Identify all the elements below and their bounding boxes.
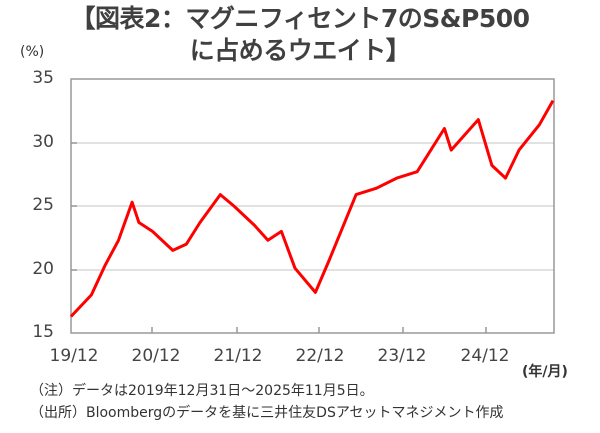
x-tick-22-12: 22/12 bbox=[295, 346, 345, 366]
x-tick-21-12: 21/12 bbox=[213, 346, 263, 366]
chart-title-line1: 【図表2：マグニフィセント7のS&P500 bbox=[70, 4, 530, 33]
y-tick-35: 35 bbox=[32, 68, 54, 88]
x-tick-marks bbox=[151, 327, 487, 333]
y-tick-15: 15 bbox=[32, 322, 54, 342]
y-tick-marks bbox=[71, 142, 77, 271]
x-tick-24-12: 24/12 bbox=[460, 346, 510, 366]
y-tick-20: 20 bbox=[32, 259, 54, 279]
y-tick-30: 30 bbox=[32, 132, 54, 152]
gridlines bbox=[71, 142, 554, 271]
chart-note: （注）データは2019年12月31日～2025年11月5日。 bbox=[30, 383, 374, 399]
chart-source: （出所）Bloombergのデータを基に三井住友DSアセットマネジメント作成 bbox=[30, 405, 504, 421]
y-axis-unit: (%) bbox=[20, 44, 45, 60]
y-tick-25: 25 bbox=[32, 195, 54, 215]
x-tick-20-12: 20/12 bbox=[131, 346, 181, 366]
x-axis-unit: (年/月) bbox=[522, 364, 568, 380]
x-tick-19-12: 19/12 bbox=[49, 346, 99, 366]
weight-series-line bbox=[69, 99, 555, 318]
x-tick-23-12: 23/12 bbox=[377, 346, 427, 366]
chart-title-line2: に占めるウエイト】 bbox=[189, 36, 411, 65]
